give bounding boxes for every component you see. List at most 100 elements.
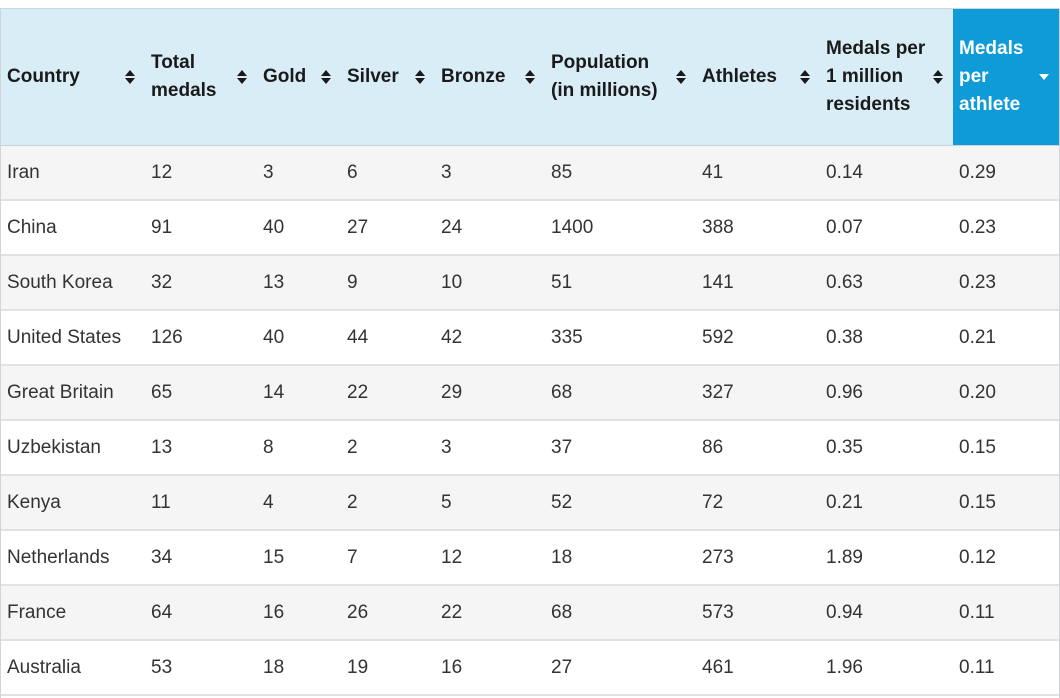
table-row: China 91 40 27 24 1400 388 0.07 0.23 xyxy=(1,200,1059,256)
table-cell-medals-per-million: 0.38 xyxy=(820,310,953,366)
column-header-medals-per-athlete[interactable]: Medals per athlete xyxy=(953,9,1059,146)
column-header-label: Country xyxy=(7,66,80,87)
table-row: Uzbekistan 13 8 2 3 37 86 0.35 0.15 xyxy=(1,420,1059,476)
table-cell-medals-per-million: 0.21 xyxy=(820,475,953,531)
table-cell-medals-per-million: 0.07 xyxy=(820,200,953,256)
table-cell-athletes: 573 xyxy=(696,585,820,641)
table-row: United States 126 40 44 42 335 592 0.38 0.21 xyxy=(1,310,1059,366)
column-header-total-medals[interactable]: Total medals xyxy=(145,9,257,146)
table-row: Great Britain 65 14 22 29 68 327 0.96 0.20 xyxy=(1,365,1059,421)
column-header-bronze[interactable]: Bronze xyxy=(435,9,545,146)
table-cell-country: South Korea xyxy=(1,255,145,311)
table-cell-medals-per-athlete: 0.20 xyxy=(953,365,1059,421)
column-header-medals-per-million[interactable]: Medals per 1 million residents xyxy=(820,9,953,146)
table-cell-bronze: 10 xyxy=(435,255,545,311)
table-cell-total: 53 xyxy=(145,640,257,696)
table-cell-country: Uzbekistan xyxy=(1,420,145,476)
table-cell-gold: 4 xyxy=(257,475,341,531)
table-cell-total: 126 xyxy=(145,310,257,366)
table-cell-bronze: 3 xyxy=(435,420,545,476)
table-cell-population: 18 xyxy=(545,530,696,586)
column-header-silver[interactable]: Silver xyxy=(341,9,435,146)
sort-icon[interactable] xyxy=(674,70,688,84)
table-cell-total: 64 xyxy=(145,585,257,641)
sort-icon[interactable] xyxy=(523,70,537,84)
table-cell-gold: 8 xyxy=(257,420,341,476)
table-cell-country: United States xyxy=(1,310,145,366)
table-cell-gold: 18 xyxy=(257,640,341,696)
table-cell-silver: 27 xyxy=(341,200,435,256)
table-cell-country: Kenya xyxy=(1,475,145,531)
column-header-label: Population (in millions) xyxy=(551,52,658,101)
table-cell-athletes: 388 xyxy=(696,200,820,256)
table-cell-silver: 9 xyxy=(341,255,435,311)
table-cell-medals-per-athlete: 0.23 xyxy=(953,255,1059,311)
table-cell-athletes: 86 xyxy=(696,420,820,476)
column-header-country[interactable]: Country xyxy=(1,9,145,146)
sort-descending-icon[interactable] xyxy=(1037,74,1051,80)
sort-icon[interactable] xyxy=(235,70,249,84)
column-header-label: Gold xyxy=(263,66,307,87)
table-cell-athletes: 592 xyxy=(696,310,820,366)
table-cell-medals-per-athlete: 0.11 xyxy=(953,585,1059,641)
table-cell-medals-per-million: 0.94 xyxy=(820,585,953,641)
medals-table-container: Country Total medals Gold xyxy=(0,8,1060,698)
table-cell-total: 12 xyxy=(145,145,257,201)
table-cell-bronze: 29 xyxy=(435,365,545,421)
column-header-population[interactable]: Population (in millions) xyxy=(545,9,696,146)
table-cell-bronze: 5 xyxy=(435,475,545,531)
table-cell-population: 27 xyxy=(545,640,696,696)
table-row: Iran 12 3 6 3 85 41 0.14 0.29 xyxy=(1,145,1059,201)
table-cell-bronze: 16 xyxy=(435,640,545,696)
column-header-label: Medals per athlete xyxy=(959,38,1024,115)
table-cell-gold: 16 xyxy=(257,585,341,641)
table-cell-population: 52 xyxy=(545,475,696,531)
table-cell-population: 335 xyxy=(545,310,696,366)
sort-icon[interactable] xyxy=(798,70,812,84)
table-cell-athletes: 141 xyxy=(696,255,820,311)
table-cell-medals-per-million: 0.96 xyxy=(820,365,953,421)
table-cell-bronze: 3 xyxy=(435,145,545,201)
table-row: Kenya 11 4 2 5 52 72 0.21 0.15 xyxy=(1,475,1059,531)
table-cell-athletes: 72 xyxy=(696,475,820,531)
column-header-label: Silver xyxy=(347,66,399,87)
table-cell-population: 68 xyxy=(545,585,696,641)
table-row: Netherlands 34 15 7 12 18 273 1.89 0.12 xyxy=(1,530,1059,586)
table-cell-silver: 7 xyxy=(341,530,435,586)
table-cell-country: Australia xyxy=(1,640,145,696)
table-cell-gold: 13 xyxy=(257,255,341,311)
table-cell-athletes: 461 xyxy=(696,640,820,696)
column-header-gold[interactable]: Gold xyxy=(257,9,341,146)
table-cell-silver: 19 xyxy=(341,640,435,696)
sort-icon[interactable] xyxy=(931,70,945,84)
table-cell-population: 68 xyxy=(545,365,696,421)
table-cell-medals-per-million: 0.63 xyxy=(820,255,953,311)
sort-icon[interactable] xyxy=(413,70,427,84)
table-cell-total: 13 xyxy=(145,420,257,476)
table-cell-gold: 3 xyxy=(257,145,341,201)
table-cell-gold: 40 xyxy=(257,200,341,256)
table-row: Australia 53 18 19 16 27 461 1.96 0.11 xyxy=(1,640,1059,696)
table-row: France 64 16 26 22 68 573 0.94 0.11 xyxy=(1,585,1059,641)
column-header-label: Bronze xyxy=(441,66,506,87)
table-cell-bronze: 42 xyxy=(435,310,545,366)
table-cell-medals-per-athlete: 0.23 xyxy=(953,200,1059,256)
column-header-label: Total medals xyxy=(151,52,217,101)
sort-icon[interactable] xyxy=(123,70,137,84)
table-row: South Korea 32 13 9 10 51 141 0.63 0.23 xyxy=(1,255,1059,311)
table-cell-country: France xyxy=(1,585,145,641)
table-cell-silver: 6 xyxy=(341,145,435,201)
table-cell-population: 37 xyxy=(545,420,696,476)
column-header-athletes[interactable]: Athletes xyxy=(696,9,820,146)
table-cell-bronze: 24 xyxy=(435,200,545,256)
table-cell-total: 11 xyxy=(145,475,257,531)
table-cell-medals-per-million: 0.14 xyxy=(820,145,953,201)
table-cell-total: 65 xyxy=(145,365,257,421)
table-cell-total: 91 xyxy=(145,200,257,256)
table-cell-country: China xyxy=(1,200,145,256)
table-cell-medals-per-athlete: 0.11 xyxy=(953,640,1059,696)
table-cell-athletes: 41 xyxy=(696,145,820,201)
table-cell-silver: 44 xyxy=(341,310,435,366)
table-cell-medals-per-athlete: 0.21 xyxy=(953,310,1059,366)
sort-icon[interactable] xyxy=(319,70,333,84)
